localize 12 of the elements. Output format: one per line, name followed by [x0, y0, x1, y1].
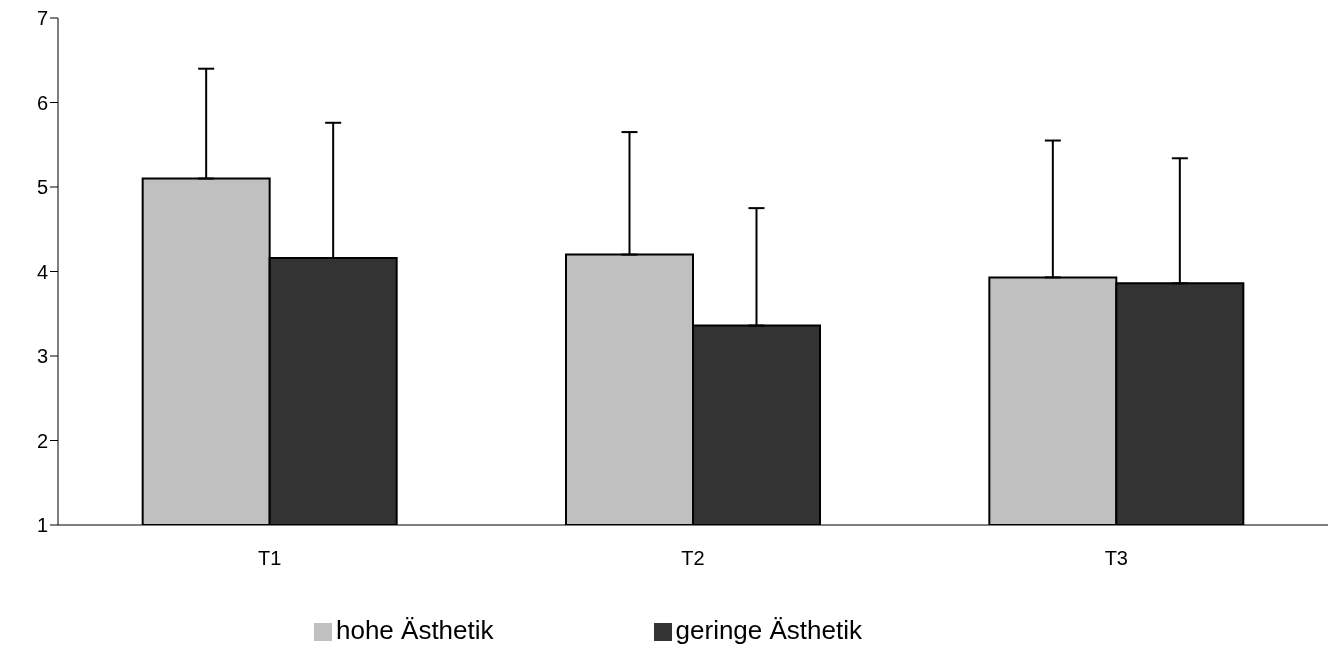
legend-label: geringe Ästhetik [675, 615, 862, 645]
x-tick-label: T3 [1104, 547, 1129, 570]
y-tick-label: 3 [36, 345, 48, 368]
y-tick-label: 6 [36, 91, 48, 114]
y-tick-label: 1 [36, 514, 48, 537]
x-tick-label: T2 [681, 547, 705, 570]
y-tick-label: 5 [36, 176, 48, 199]
x-tick-label: T1 [257, 547, 282, 570]
y-tick-label: 7 [36, 7, 48, 30]
y-tick-label: 2 [36, 429, 48, 452]
legend-label: hohe Ästhetik [335, 615, 494, 645]
y-tick-label: 4 [36, 260, 48, 283]
